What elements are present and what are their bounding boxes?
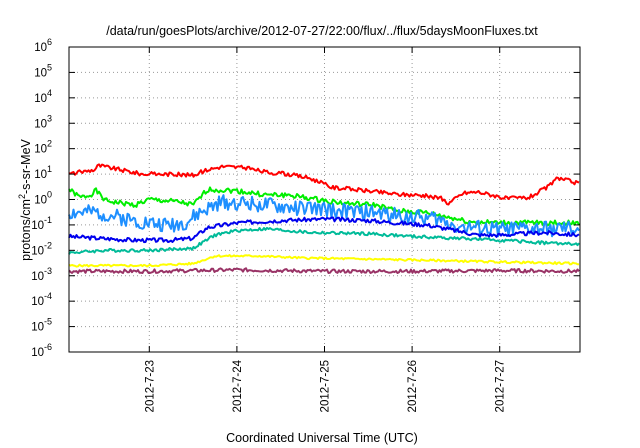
series-layer: [68, 163, 580, 274]
y-tick-label: 10-6: [31, 342, 52, 359]
chart-title: /data/run/goesPlots/archive/2012-07-27/2…: [106, 24, 538, 38]
y-tick-label: 10-5: [31, 317, 52, 334]
y-tick-label: 10-3: [31, 266, 52, 283]
x-axis-label: Coordinated Universal Time (UTC): [226, 431, 418, 445]
y-axis-label-main: protons/cm: [19, 199, 33, 261]
x-tick-label: 2012-7-24: [232, 359, 244, 412]
y-tick-label: 10-1: [31, 215, 52, 232]
y-tick-label: 105: [34, 62, 52, 79]
series-line-6: [68, 254, 580, 268]
y-tick-label: 101: [34, 164, 52, 181]
series-line-1: [68, 163, 580, 206]
series-line-7: [68, 267, 580, 274]
y-tick-label: 10-2: [31, 240, 52, 257]
x-tick-label: 2012-7-23: [144, 360, 156, 412]
y-tick-label: 100: [34, 190, 52, 207]
series-line-4: [68, 216, 580, 244]
x-axis: 2012-7-23 2012-7-24 2012-7-25 2012-7-26 2012…: [144, 47, 507, 412]
x-tick-label: 2012-7-26: [407, 360, 419, 412]
y-tick-label: 10-4: [31, 291, 52, 308]
y-tick-label: 104: [34, 88, 52, 105]
y-axis-label-sup: 2: [17, 194, 27, 199]
x-tick-label: 2012-7-27: [495, 360, 507, 412]
y-axis-label-rest: -s-sr-MeV: [19, 138, 33, 194]
y-tick-label: 103: [34, 113, 52, 130]
y-tick-label: 106: [34, 37, 52, 54]
y-axis: 10-6 10-5 10-4 10-3 10-2 10-1 100 101 102 103 104 1…: [31, 37, 580, 359]
x-tick-label: 2012-7-25: [320, 360, 332, 412]
series-line-3: [68, 194, 580, 238]
y-axis-label: protons/cm2-s-sr-MeV: [17, 138, 33, 260]
y-tick-label: 102: [34, 139, 52, 156]
series-line-5: [68, 226, 580, 255]
